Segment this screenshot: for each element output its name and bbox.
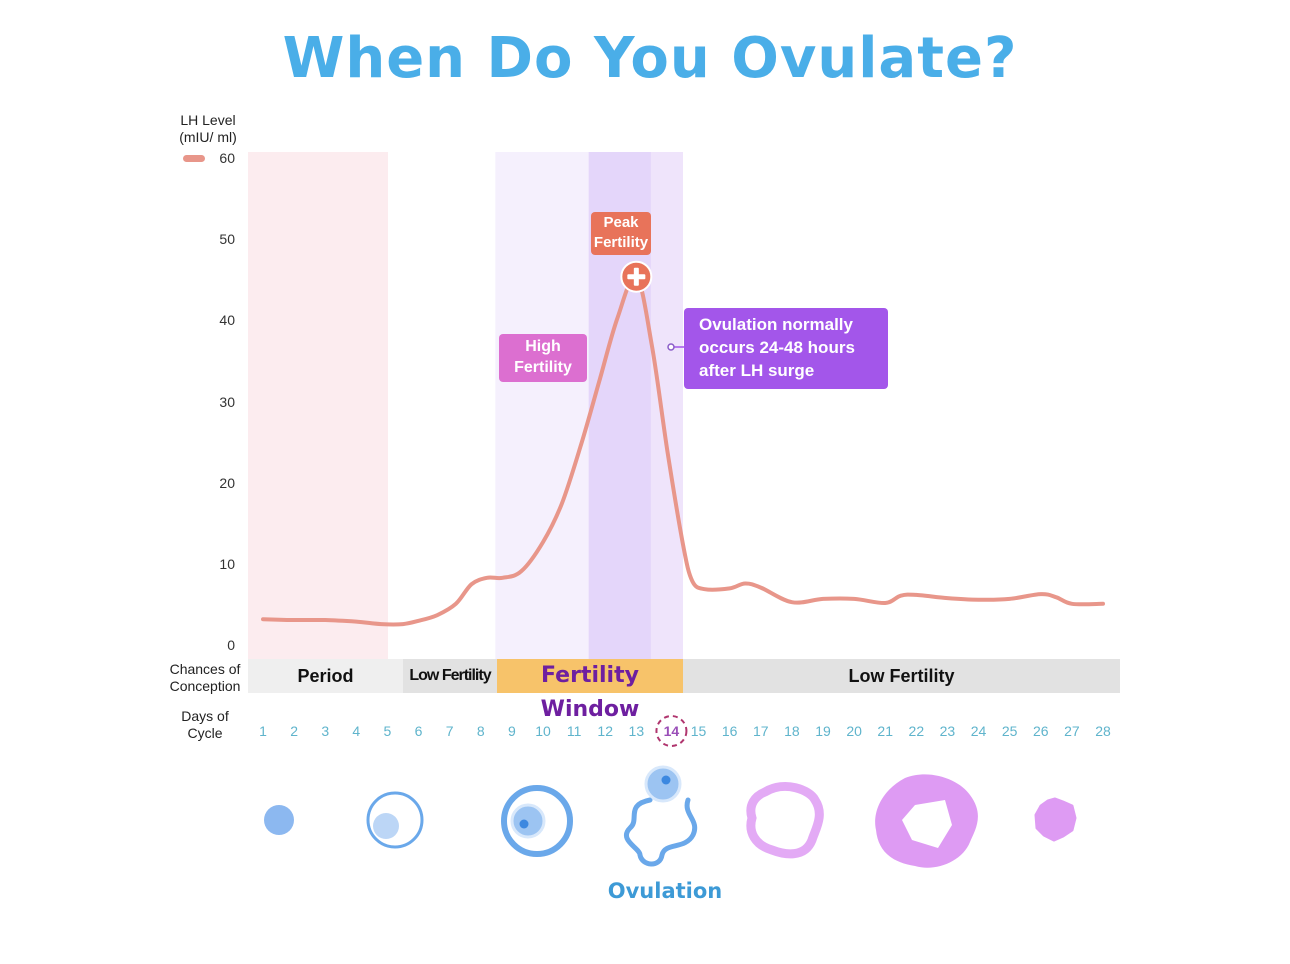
day-label: 24 [970, 723, 987, 739]
band-high-fertility [495, 152, 590, 659]
peak-callout-line1: Peak [603, 214, 639, 231]
high-fertility-callout: High Fertility [499, 334, 587, 382]
conception-bar-segment [248, 659, 403, 693]
follicle-ovulating-icon [624, 765, 698, 867]
high-callout-line1: High [525, 338, 561, 355]
peak-callout-line2: Fertility [593, 234, 649, 251]
y-tick-label: 60 [219, 150, 235, 166]
high-callout-line2: Fertility [514, 359, 572, 376]
ovulation-callout-connector [667, 343, 684, 351]
y-axis-title: LH Level (mIU/ ml) [160, 112, 256, 146]
band-period [248, 152, 388, 659]
day-label: 4 [352, 723, 361, 739]
highlighted-day-ring [655, 715, 688, 747]
day-label: 10 [535, 723, 551, 739]
peak-marker-plus-icon [620, 260, 653, 293]
day-label-highlighted: 14 [663, 723, 680, 739]
corpus-luteum-early-icon [746, 782, 824, 859]
day-label: 16 [721, 723, 738, 739]
day-label: 20 [846, 723, 862, 739]
conception-bar-segment [497, 659, 683, 693]
band-label-low-fertility-late: Low Fertility [848, 666, 955, 686]
ovulation-callout-line3: after LH surge [699, 361, 815, 380]
band-post-peak [650, 152, 683, 659]
day-label: 13 [628, 723, 645, 739]
background-bands [248, 152, 683, 659]
day-label: 12 [597, 723, 613, 739]
day-label: 11 [566, 723, 582, 739]
conception-bar-segment [683, 659, 1120, 693]
follicle-growing-icon [366, 791, 424, 849]
y-tick-label: 20 [219, 474, 235, 491]
days-row-label: Days of Cycle [160, 708, 250, 742]
day-label: 15 [690, 723, 707, 739]
ovulation-callout-line2: occurs 24-48 hours [699, 338, 855, 357]
day-label: 7 [445, 723, 454, 739]
y-axis-title-line1: LH Level [180, 112, 236, 128]
conception-bar [248, 659, 1120, 693]
day-label: 9 [507, 723, 516, 739]
plus-icon-horizontal [627, 274, 646, 280]
day-label: 28 [1095, 723, 1111, 739]
chart-title: When Do You Ovulate? [282, 26, 1018, 91]
band-label-period: Period [297, 666, 354, 686]
corpus-luteum-mature-icon [875, 774, 978, 868]
y-tick-label: 10 [219, 555, 235, 572]
day-label: 19 [815, 723, 831, 739]
band-label-low-fertility-early: Low Fertility [409, 667, 491, 684]
day-label: 6 [414, 723, 423, 739]
day-label: 2 [290, 723, 298, 739]
day-label: 8 [476, 723, 485, 739]
connector-dot [667, 343, 675, 351]
day-label: 21 [877, 723, 893, 739]
y-axis-title-line2: (mIU/ ml) [179, 129, 237, 145]
ovulation-callout-line1: Ovulation normally [699, 315, 853, 334]
band-label-fertility-window: Fertility Window [540, 663, 640, 722]
ovulation-timing-callout: Ovulation normally occurs 24-48 hours af… [684, 308, 888, 389]
chances-row-label: Chances of Conception [160, 661, 250, 695]
day-label: 27 [1064, 723, 1080, 739]
day-label: 25 [1001, 723, 1018, 739]
conception-bar-segment [403, 659, 497, 693]
ovulation-label: Ovulation [607, 879, 723, 903]
peak-fertility-callout: Peak Fertility [591, 212, 651, 255]
follicle-mature-icon [501, 785, 573, 857]
y-tick-label: 0 [227, 637, 235, 653]
chances-label-line1: Chances of [169, 661, 241, 677]
y-tick-label: 50 [219, 231, 235, 248]
y-tick-label: 40 [219, 312, 235, 329]
day-label: 1 [259, 723, 267, 739]
chances-label-line2: Conception [169, 678, 241, 694]
day-highlight-ring [655, 715, 688, 747]
day-label: 5 [383, 723, 392, 739]
legend-swatch-lh [183, 155, 205, 162]
lh-level-curve [261, 274, 1105, 627]
y-tick-label: 30 [219, 393, 235, 410]
follicle-small-icon [264, 805, 294, 835]
day-label: 23 [939, 723, 956, 739]
day-label: 18 [784, 723, 800, 739]
days-label-line2: Cycle [187, 725, 223, 741]
day-label: 3 [321, 723, 330, 739]
day-label: 22 [908, 723, 925, 739]
follicle-stages [264, 765, 1077, 868]
corpus-albicans-icon [1034, 797, 1077, 842]
day-label: 17 [752, 723, 769, 739]
days-label-line1: Days of [181, 708, 229, 724]
day-label: 26 [1032, 723, 1049, 739]
